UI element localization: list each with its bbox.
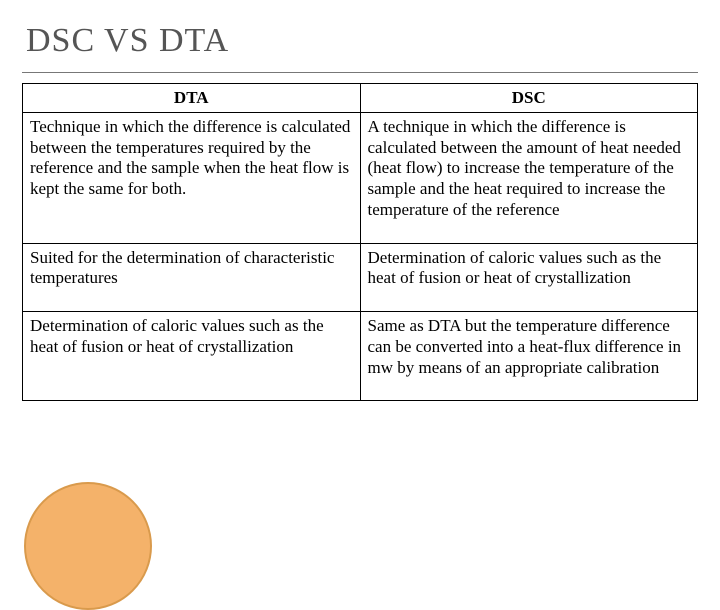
table-row: Determination of caloric values such as … [23,312,698,401]
table-row: Suited for the determination of characte… [23,243,698,311]
page-title: DSC VS DTA [0,0,720,72]
cell-dsc: A technique in which the difference is c… [360,113,698,244]
decorative-circle [24,482,152,610]
table-header-row: DTA DSC [23,84,698,113]
table-row: Technique in which the difference is cal… [23,113,698,244]
title-underline [22,72,698,73]
comparison-table: DTA DSC Technique in which the differenc… [22,83,698,401]
cell-dsc: Determination of caloric values such as … [360,243,698,311]
column-header-dsc: DSC [360,84,698,113]
column-header-dta: DTA [23,84,361,113]
cell-dta: Determination of caloric values such as … [23,312,361,401]
cell-dsc: Same as DTA but the temperature differen… [360,312,698,401]
cell-dta: Technique in which the difference is cal… [23,113,361,244]
cell-dta: Suited for the determination of characte… [23,243,361,311]
